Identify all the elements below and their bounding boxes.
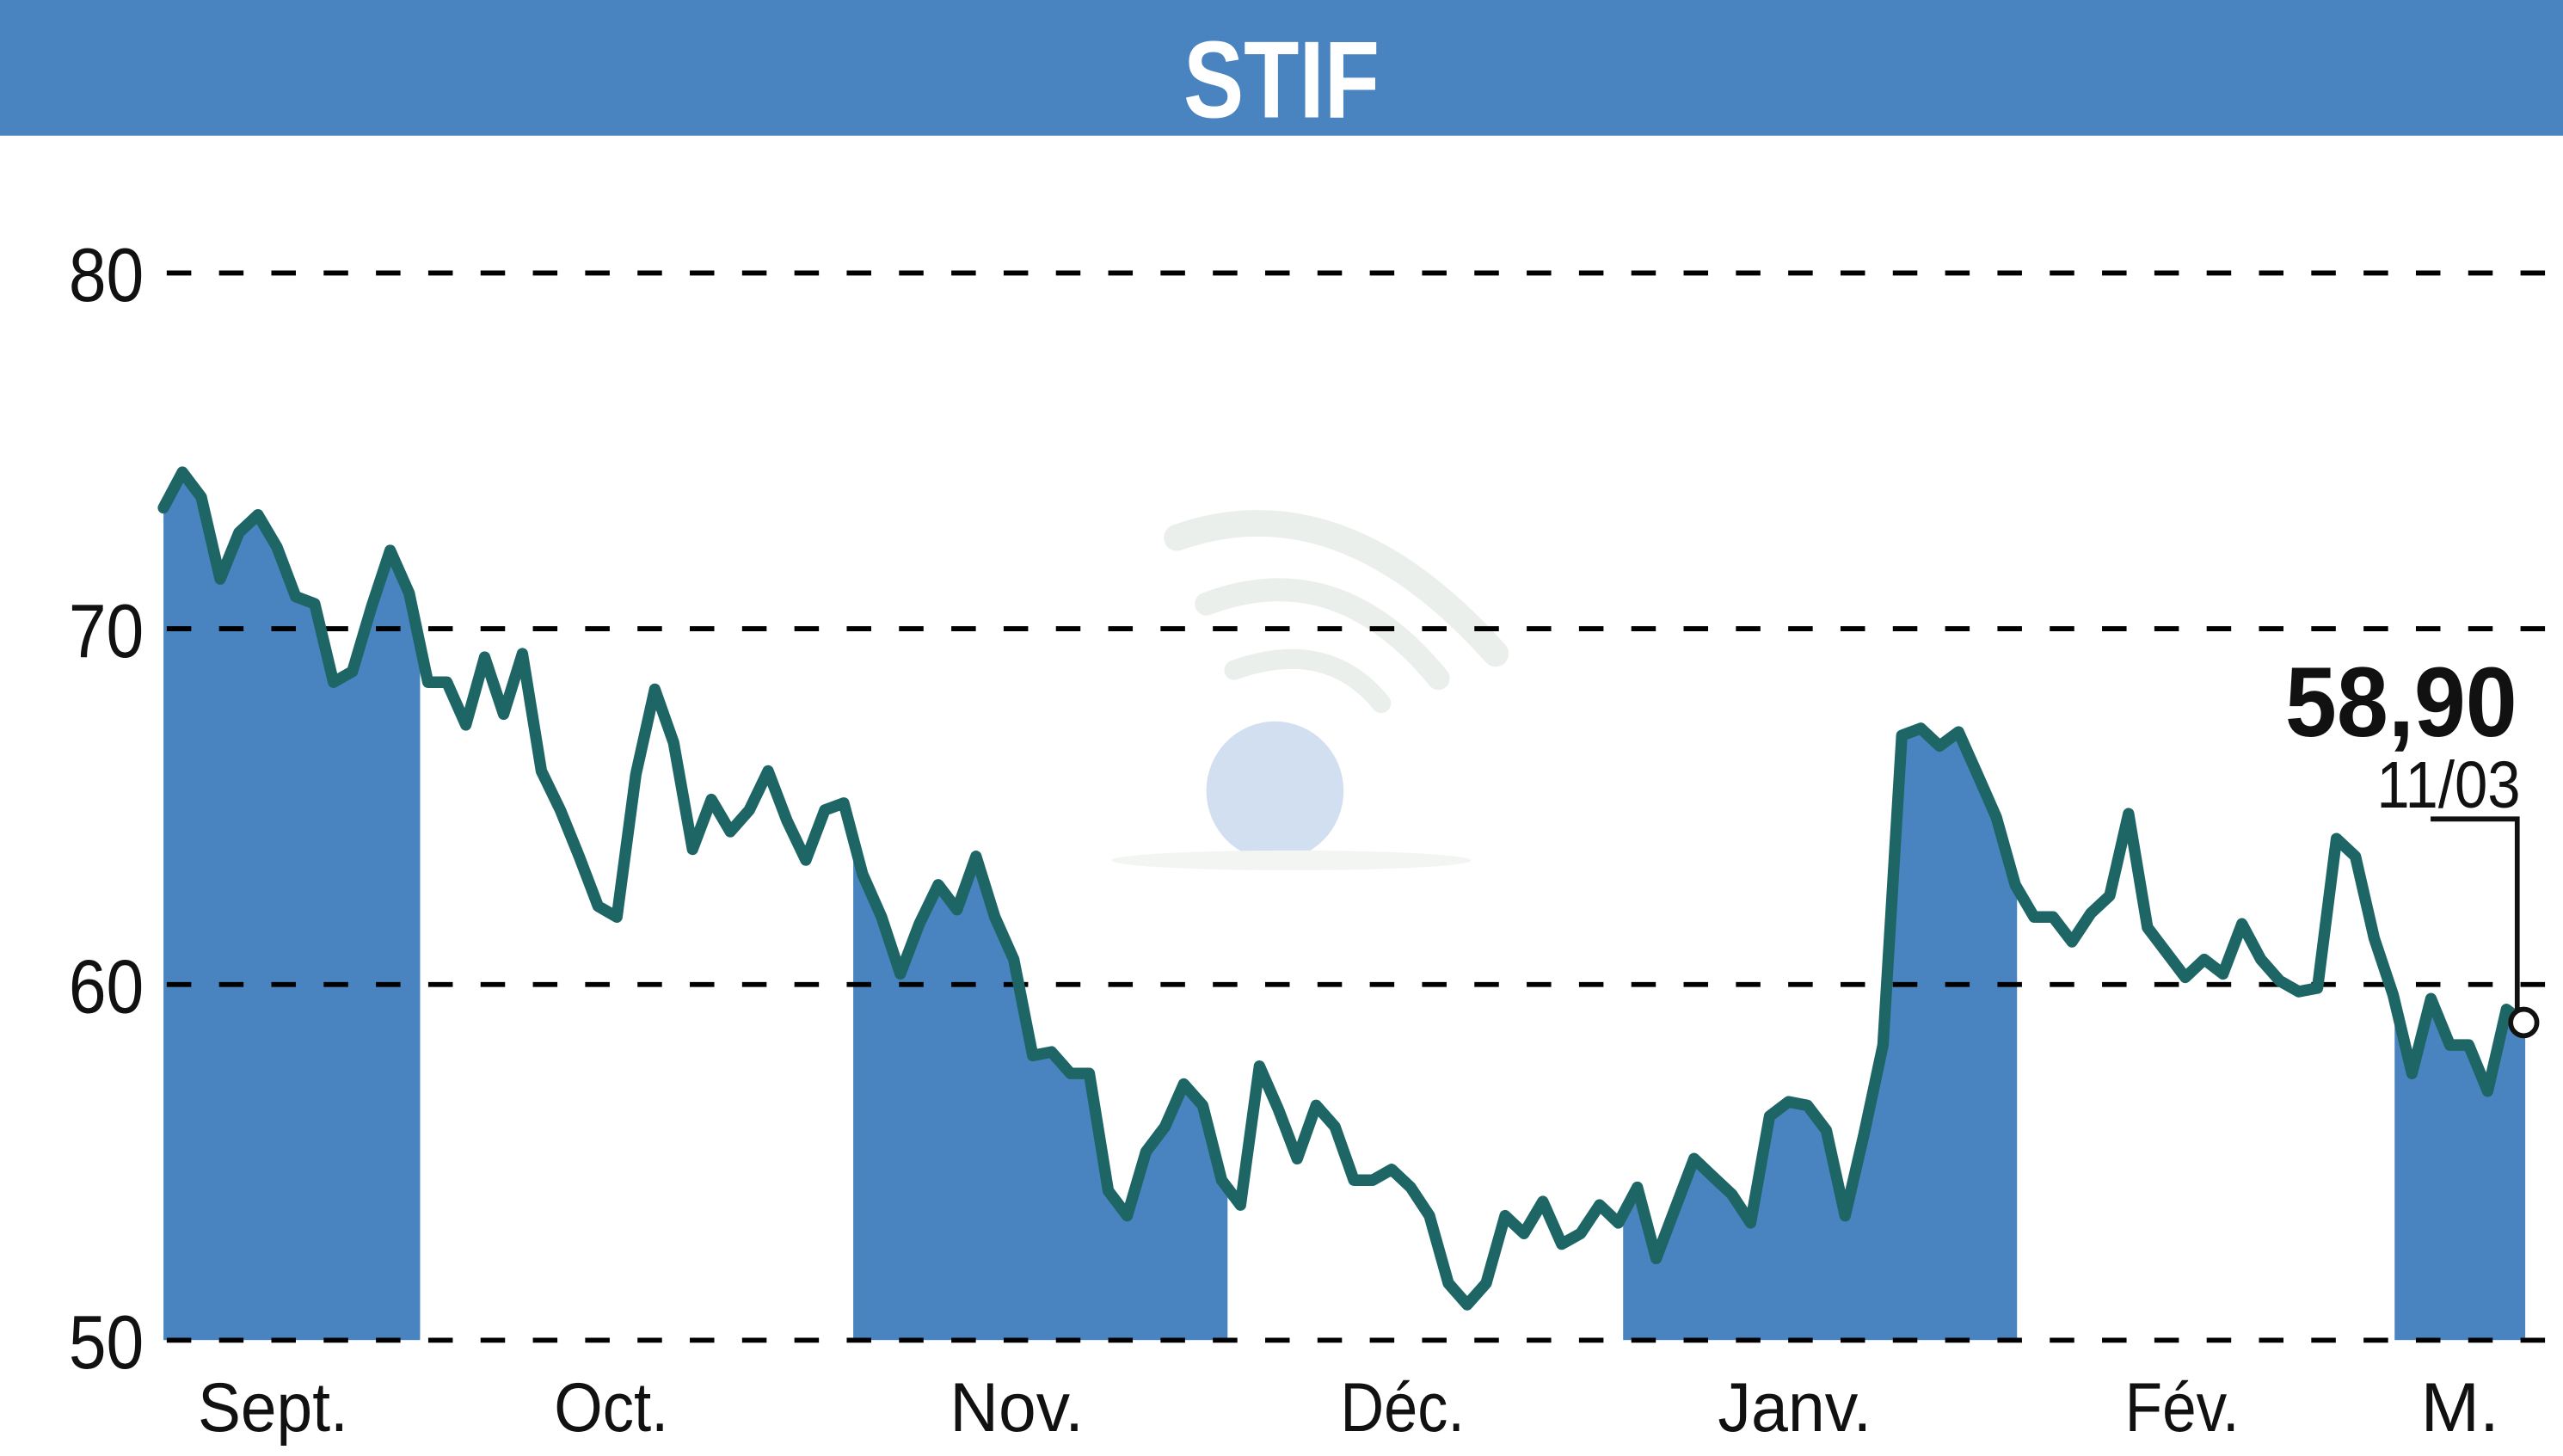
- header-bar: [0, 0, 2563, 136]
- last-value-annotation: 58,90 11/03: [2285, 647, 2540, 1039]
- last-date-label: 11/03: [2376, 748, 2520, 822]
- xtick-sept: Sept.: [198, 1369, 348, 1447]
- grid-lines: [166, 270, 2563, 1343]
- xtick-dec: Déc.: [1340, 1369, 1464, 1447]
- xtick-fev: Fév.: [2125, 1369, 2240, 1447]
- last-point-marker: [2508, 1006, 2540, 1039]
- ytick-60: 60: [69, 943, 144, 1029]
- ytick-50: 50: [69, 1299, 144, 1385]
- xtick-oct: Oct.: [554, 1369, 668, 1447]
- xtick-nov: Nov.: [950, 1369, 1084, 1447]
- chart-title: STIF: [1183, 19, 1380, 141]
- ytick-80: 80: [69, 232, 144, 318]
- shade-nov: [853, 472, 1228, 1341]
- annotation-leader-line: [2431, 816, 2520, 1010]
- xtick-janv: Janv.: [1718, 1369, 1872, 1447]
- watermark-logo: [1111, 510, 1509, 870]
- x-axis: Sept. Oct. Nov. Déc. Janv. Fév. M.: [198, 1369, 2499, 1447]
- ytick-70: 70: [69, 587, 144, 673]
- shade-sept: [163, 472, 421, 1341]
- y-axis: 80 70 60 50: [69, 232, 144, 1385]
- xtick-mars: M.: [2421, 1369, 2499, 1447]
- price-line: [157, 466, 2531, 1311]
- last-price-label: 58,90: [2285, 647, 2517, 758]
